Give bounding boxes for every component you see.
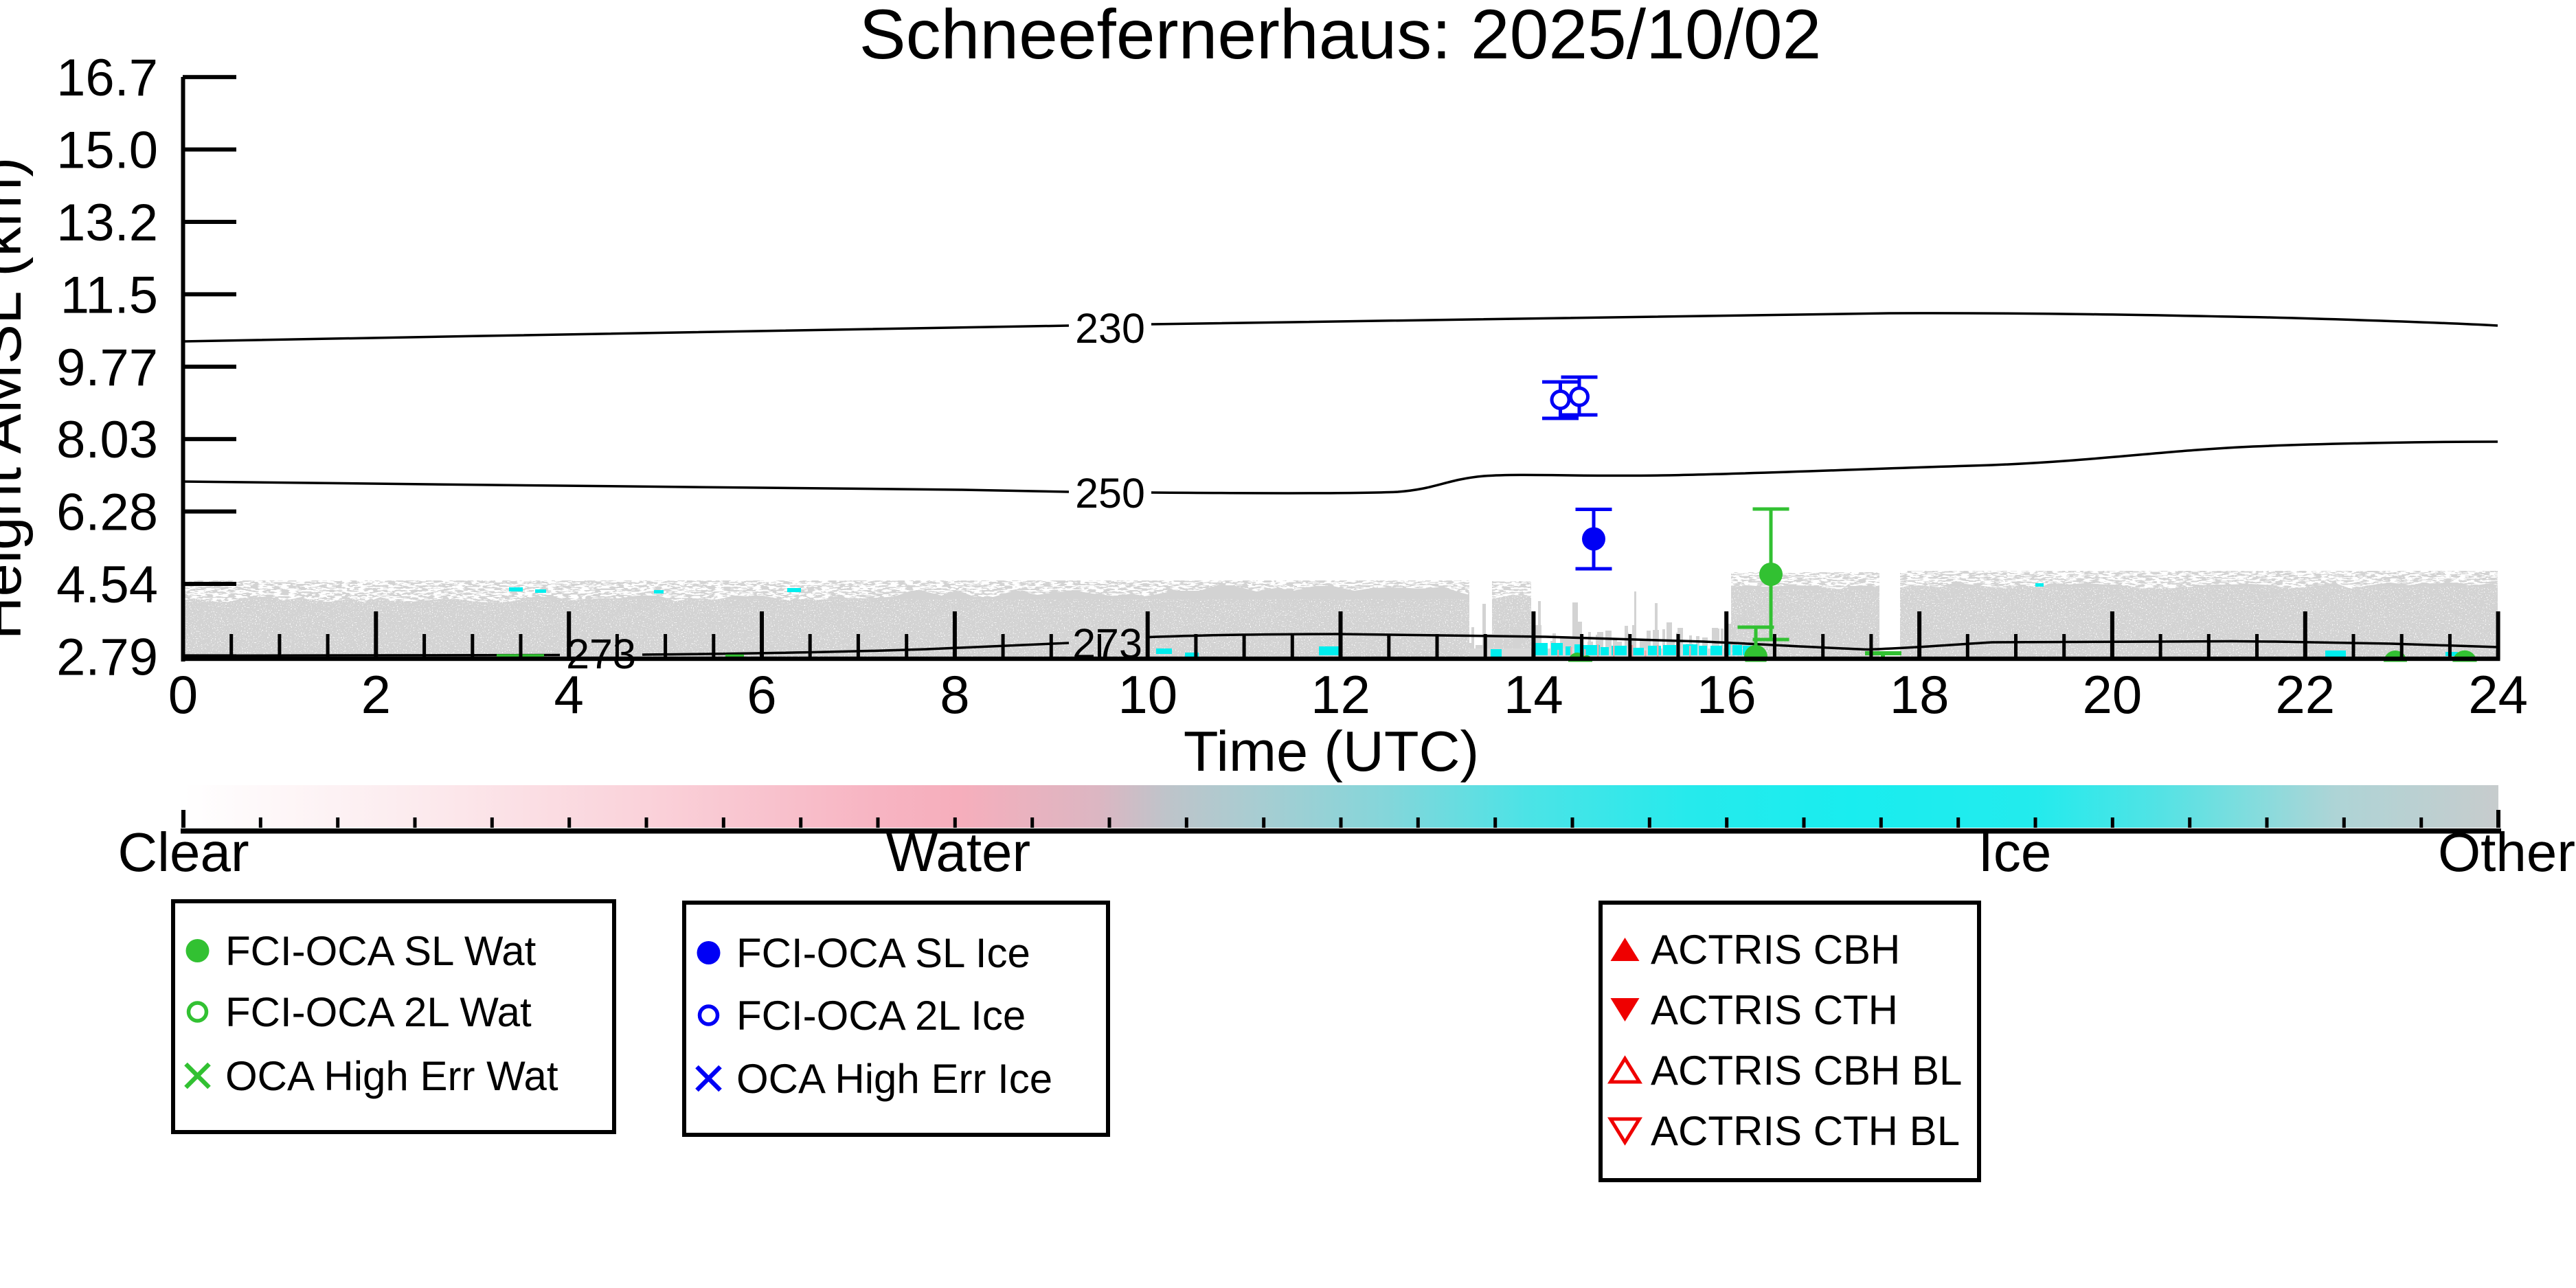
svg-text:12: 12 [1311, 664, 1370, 725]
svg-text:FCI-OCA 2L Wat: FCI-OCA 2L Wat [225, 989, 532, 1035]
svg-text:ACTRIS CTH: ACTRIS CTH [1651, 987, 1898, 1033]
svg-text:6: 6 [747, 664, 776, 725]
svg-text:230: 230 [1075, 305, 1145, 352]
svg-text:20: 20 [2083, 664, 2143, 725]
svg-text:11.5: 11.5 [60, 266, 158, 324]
svg-text:FCI-OCA 2L Ice: FCI-OCA 2L Ice [736, 993, 1026, 1039]
svg-text:14: 14 [1504, 664, 1563, 725]
svg-text:OCA High Err Wat: OCA High Err Wat [225, 1053, 558, 1099]
svg-text:24: 24 [2468, 664, 2528, 725]
svg-text:Clear: Clear [117, 822, 249, 883]
svg-text:6.28: 6.28 [56, 484, 158, 542]
svg-text:15.0: 15.0 [56, 122, 158, 180]
svg-text:Other: Other [2438, 822, 2575, 883]
svg-text:ACTRIS CBH: ACTRIS CBH [1651, 927, 1900, 973]
svg-text:10: 10 [1118, 664, 1177, 725]
svg-text:16: 16 [1697, 664, 1756, 725]
svg-text:Water: Water [886, 822, 1030, 883]
svg-text:2.79: 2.79 [56, 628, 158, 686]
svg-text:8.03: 8.03 [56, 411, 158, 469]
svg-text:18: 18 [1890, 664, 1950, 725]
svg-text:Schneefernerhaus: 2025/10/02: Schneefernerhaus: 2025/10/02 [859, 0, 1822, 74]
svg-text:ACTRIS CTH BL: ACTRIS CTH BL [1651, 1108, 1960, 1154]
svg-text:FCI-OCA SL Wat: FCI-OCA SL Wat [225, 928, 536, 974]
svg-text:250: 250 [1075, 470, 1145, 517]
svg-text:ACTRIS CBH BL: ACTRIS CBH BL [1651, 1048, 1962, 1094]
svg-text:4.54: 4.54 [56, 556, 158, 614]
svg-text:4: 4 [554, 664, 584, 725]
svg-text:FCI-OCA SL Ice: FCI-OCA SL Ice [736, 930, 1030, 976]
svg-text:9.77: 9.77 [56, 339, 158, 397]
svg-text:8: 8 [940, 664, 969, 725]
svg-text:Time (UTC): Time (UTC) [1184, 719, 1479, 783]
svg-text:16.7: 16.7 [56, 49, 158, 107]
svg-text:22: 22 [2275, 664, 2335, 725]
svg-text:2: 2 [361, 664, 391, 725]
svg-text:13.2: 13.2 [56, 194, 158, 252]
svg-text:Ice: Ice [1978, 822, 2052, 883]
svg-text:OCA High Err Ice: OCA High Err Ice [736, 1056, 1052, 1102]
svg-text:Height AMSL (km): Height AMSL (km) [0, 157, 34, 640]
svg-text:273: 273 [566, 631, 636, 677]
svg-text:0: 0 [168, 664, 198, 725]
